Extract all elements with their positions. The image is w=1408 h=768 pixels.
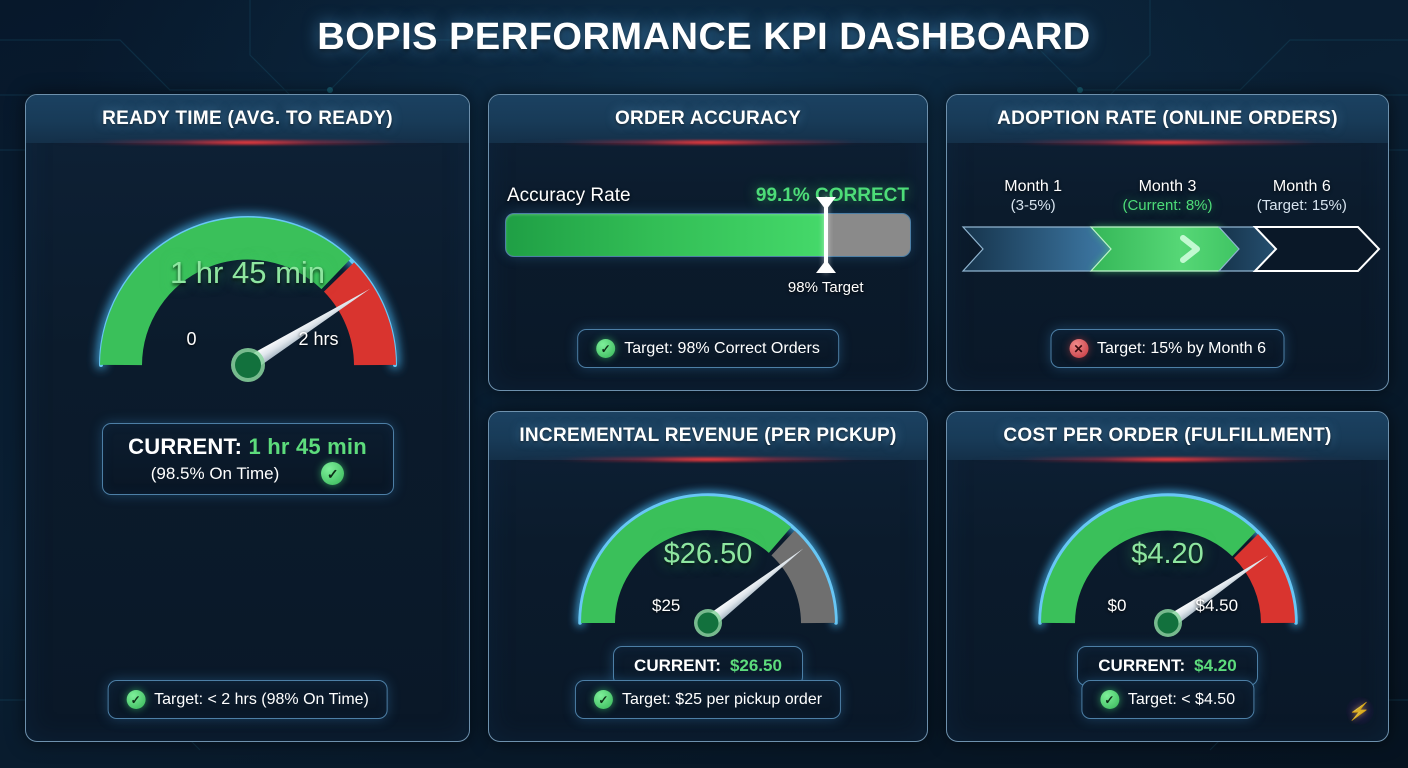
accuracy-value: 99.1% CORRECT	[755, 185, 909, 206]
gauge-cost-per-order: $4.20 $0 $4.50	[1024, 484, 1312, 637]
target-badge-ready-time: ✓ Target: < 2 hrs (98% On Time)	[107, 680, 388, 719]
header-glow-divider	[26, 140, 469, 145]
card-header-order-accuracy: ORDER ACCURACY	[489, 95, 927, 145]
card-header-adoption-rate: ADOPTION RATE (ONLINE ORDERS)	[947, 95, 1388, 145]
target-badge-order-accuracy: ✓ Target: 98% Correct Orders	[577, 329, 839, 368]
gauge-needle	[239, 288, 370, 374]
card-title: ORDER ACCURACY	[614, 108, 802, 129]
check-circle-icon: ✓	[593, 690, 613, 709]
target-badge-cost-per-order: ✓ Target: < $4.50	[1080, 680, 1255, 719]
header-glow-divider	[947, 457, 1388, 462]
target-text: Target: 15% by Month 6	[1097, 339, 1266, 357]
card-body-ready-time: 1 hr 45 min 0 2 hrs CURRENT: 1 hr 45 min…	[26, 143, 469, 741]
accuracy-bar-zone: 98% Target	[505, 197, 911, 299]
card-incremental-revenue: INCREMENTAL REVENUE (PER PICKUP)	[488, 411, 928, 742]
gauge-needle	[700, 548, 804, 631]
card-body-cost-per-order: $4.20 $0 $4.50 CURRENT: $4.20 ✓ Target: …	[947, 460, 1388, 741]
step-month: Month 3	[1138, 178, 1197, 195]
funnel-chevrons	[961, 225, 1381, 272]
page-title: BOPIS PERFORMANCE KPI DASHBOARD	[317, 16, 1091, 58]
accuracy-progress-track	[505, 213, 911, 257]
card-title: INCREMENTAL REVENUE (PER PICKUP)	[519, 425, 897, 446]
target-text: Target: < $4.50	[1127, 690, 1236, 708]
gauge-incremental-revenue: $26.50 $25	[564, 484, 852, 637]
header-glow-divider	[489, 140, 927, 145]
header-glow-divider	[947, 140, 1388, 145]
target-text: Target: 98% Correct Orders	[624, 339, 820, 357]
target-text: Target: < 2 hrs (98% On Time)	[154, 690, 369, 708]
current-prefix: CURRENT:	[1098, 656, 1186, 675]
funnel-label-month1: Month 1 (3-5%)	[967, 177, 1099, 216]
accuracy-target-marker	[823, 197, 828, 273]
current-value-box: CURRENT: 1 hr 45 min (98.5% On Time) ✓	[101, 423, 394, 495]
accuracy-header-row: Accuracy Rate 99.1% CORRECT	[505, 185, 911, 213]
current-value-box: CURRENT: $4.20	[1077, 646, 1258, 686]
lightning-bolt-icon: ⚡	[1347, 701, 1373, 721]
brand-watermark: ⚡	[1346, 697, 1374, 725]
card-title: READY TIME (AVG. TO READY)	[102, 108, 393, 129]
card-header-incremental-revenue: INCREMENTAL REVENUE (PER PICKUP)	[489, 412, 927, 462]
check-circle-icon: ✓	[321, 462, 345, 485]
dashboard-grid: READY TIME (AVG. TO READY)	[25, 94, 1389, 742]
adoption-funnel: Month 1 (3-5%) Month 3 (Current: 8%) Mon…	[961, 177, 1381, 272]
step-detail: (3-5%)	[1010, 197, 1056, 214]
card-cost-per-order: COST PER ORDER (FULFILLMENT)	[946, 411, 1389, 742]
step-detail: (Target: 15%)	[1256, 197, 1347, 214]
current-value: $26.50	[729, 656, 782, 675]
target-badge-incremental-revenue: ✓ Target: $25 per pickup order	[574, 680, 842, 719]
card-body-order-accuracy: Accuracy Rate 99.1% CORRECT 98% Target ✓…	[489, 143, 927, 390]
x-circle-icon: ✕	[1069, 339, 1089, 358]
accuracy-label: Accuracy Rate	[507, 185, 631, 206]
funnel-step-month3[interactable]	[1089, 226, 1241, 272]
gauge-needle	[1160, 555, 1268, 632]
step-month: Month 6	[1272, 178, 1331, 195]
current-line-primary: CURRENT: 1 hr 45 min	[128, 434, 367, 460]
gauge-ready-time: 1 hr 45 min 0 2 hrs	[83, 179, 413, 382]
current-value-box: CURRENT: $26.50	[613, 646, 803, 686]
card-header-ready-time: READY TIME (AVG. TO READY)	[26, 95, 469, 145]
target-text: Target: $25 per pickup order	[621, 690, 823, 708]
check-circle-icon: ✓	[126, 690, 146, 709]
current-value: $4.20	[1194, 656, 1237, 675]
target-badge-adoption-rate: ✕ Target: 15% by Month 6	[1050, 329, 1285, 368]
check-circle-icon: ✓	[1099, 690, 1119, 709]
current-line-secondary: (98.5% On Time) ✓	[151, 462, 345, 485]
step-detail: (Current: 8%)	[1122, 197, 1213, 214]
funnel-label-month6: Month 6 (Target: 15%)	[1236, 177, 1368, 216]
chevron-right-icon	[1180, 234, 1200, 263]
header-glow-divider	[489, 457, 927, 462]
current-prefix: CURRENT:	[128, 434, 243, 459]
card-body-incremental-revenue: $26.50 $25 CURRENT: $26.50 ✓ Target: $25…	[489, 460, 927, 741]
check-circle-icon: ✓	[596, 339, 616, 358]
funnel-label-month3: Month 3 (Current: 8%)	[1101, 177, 1233, 216]
funnel-step-month6[interactable]	[1252, 225, 1381, 272]
card-header-cost-per-order: COST PER ORDER (FULFILLMENT)	[947, 412, 1388, 462]
current-subtext: (98.5% On Time)	[150, 463, 280, 483]
funnel-labels: Month 1 (3-5%) Month 3 (Current: 8%) Mon…	[963, 177, 1372, 216]
step-month: Month 1	[1004, 178, 1063, 195]
card-title: COST PER ORDER (FULFILLMENT)	[1003, 425, 1332, 446]
current-value: 1 hr 45 min	[248, 434, 367, 459]
card-title: ADOPTION RATE (ONLINE ORDERS)	[997, 108, 1338, 129]
card-order-accuracy: ORDER ACCURACY Accuracy Rate 99.1% CORRE…	[488, 94, 928, 391]
current-prefix: CURRENT:	[634, 656, 721, 675]
card-body-adoption-rate: Month 1 (3-5%) Month 3 (Current: 8%) Mon…	[947, 143, 1388, 390]
accuracy-progress-fill	[506, 214, 826, 256]
accuracy-target-label: 98% Target	[787, 279, 864, 296]
card-ready-time: READY TIME (AVG. TO READY)	[25, 94, 470, 742]
card-adoption-rate: ADOPTION RATE (ONLINE ORDERS) Month 1 (3…	[946, 94, 1389, 391]
